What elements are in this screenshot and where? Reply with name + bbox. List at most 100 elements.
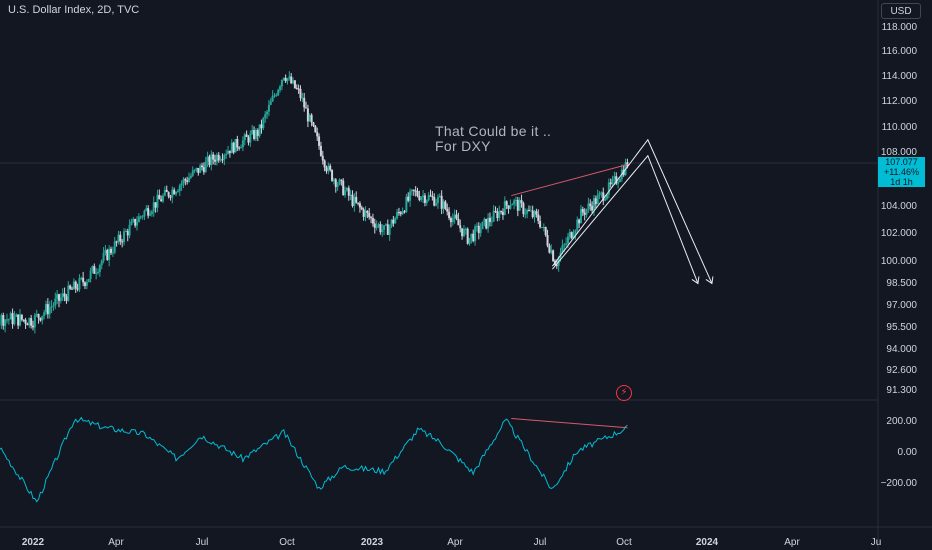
candle-body [474, 226, 477, 242]
candle-body [470, 233, 473, 239]
price-trendline[interactable] [511, 164, 628, 197]
candle-body [329, 165, 332, 170]
candle-body [466, 228, 469, 244]
candle-body [334, 179, 337, 187]
candle-body [243, 134, 246, 141]
candle-body [364, 210, 367, 217]
lightning-icon[interactable]: ⚡ [616, 385, 632, 401]
candle-body [453, 214, 456, 219]
price-tick-label: 110.000 [882, 122, 918, 133]
candle-body [121, 241, 124, 243]
projection-arrow-outer[interactable] [552, 138, 713, 284]
time-tick-label: Oct [279, 537, 295, 548]
candle-body [26, 323, 29, 326]
candle-body [585, 209, 588, 215]
candle-body [275, 95, 278, 97]
time-tick-label: Apr [108, 537, 124, 548]
candle-body [245, 134, 248, 137]
candle-body [123, 231, 126, 243]
candle-body [425, 200, 428, 203]
projection-arrow-inner[interactable] [552, 154, 699, 284]
candle-body [319, 145, 322, 156]
candle-body [420, 197, 423, 200]
candle-body [444, 201, 447, 209]
candle-body [171, 189, 174, 198]
candle-body [126, 231, 129, 236]
candle-body [589, 203, 592, 206]
candle-body [594, 198, 597, 205]
candle-body [160, 199, 163, 202]
candle-body [264, 114, 267, 119]
candle-body [501, 211, 504, 215]
candle-body [529, 210, 532, 212]
price-tick-label: 92.600 [886, 365, 917, 376]
last-price-tag: 107.077 +11.46% 1d 1h [878, 157, 925, 187]
candle-body [583, 212, 586, 215]
candle-body [254, 130, 257, 139]
candle-body [173, 189, 176, 195]
candle-body [435, 203, 438, 206]
candle-body [318, 136, 321, 146]
candle-body [95, 272, 98, 274]
candle-body [479, 229, 482, 234]
candle-body [362, 209, 365, 217]
candle-body [267, 104, 270, 112]
candle-body [500, 210, 503, 212]
candle-body [371, 218, 374, 224]
price-tick-label: 116.000 [882, 46, 918, 57]
currency-button[interactable]: USD [881, 3, 921, 19]
candle-body [132, 218, 135, 222]
candle-body [416, 191, 419, 197]
candle-body [37, 314, 40, 318]
candle-body [253, 130, 256, 139]
indicator-pane [0, 416, 628, 503]
candle-body [113, 241, 116, 253]
candle-body [134, 218, 137, 226]
candle-body [370, 217, 373, 219]
candle-body [32, 325, 34, 328]
candle-body [524, 213, 527, 215]
candle-body [199, 165, 202, 173]
candle-body [357, 202, 360, 204]
candle-body [492, 210, 495, 222]
candle-body [522, 203, 525, 214]
candle-body [563, 244, 566, 246]
candle-body [427, 195, 430, 201]
candle-body [518, 200, 521, 211]
candle-body [182, 179, 185, 184]
candle-body [111, 252, 114, 254]
candle-body [247, 136, 250, 143]
candle-body [2, 315, 5, 326]
candle-body [537, 214, 540, 222]
candle-body [87, 278, 90, 282]
candle-body [71, 288, 74, 290]
indicator-trendline[interactable] [511, 417, 628, 429]
candle-body [455, 214, 458, 219]
candle-body [617, 181, 620, 184]
candle-body [13, 316, 16, 325]
candle-body [305, 107, 308, 109]
candle-body [241, 140, 244, 148]
candle-body [236, 139, 239, 148]
candle-body [139, 216, 142, 218]
text-annotation[interactable]: That Could be it .. For DXY [435, 124, 551, 154]
candle-body [201, 165, 204, 168]
candle-body [514, 199, 517, 201]
candle-body [615, 176, 618, 184]
candle-body [251, 130, 254, 134]
candle-body [76, 288, 79, 290]
candle-body [54, 298, 57, 306]
candle-body [546, 235, 549, 246]
candle-body [618, 179, 621, 182]
candle-body [297, 88, 300, 90]
candle-body [204, 161, 207, 173]
candle-body [403, 211, 406, 213]
candle-body [568, 232, 571, 237]
candle-body [293, 80, 296, 89]
candle-body [449, 218, 452, 223]
indicator-series-line [0, 416, 628, 503]
candle-body [277, 89, 280, 96]
candle-body [271, 95, 274, 102]
annotation-line-2: For DXY [435, 138, 491, 154]
